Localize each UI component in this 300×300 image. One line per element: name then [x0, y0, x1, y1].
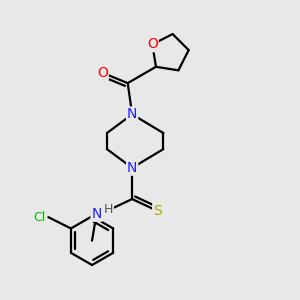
Text: Cl: Cl [33, 211, 45, 224]
Text: S: S [153, 204, 162, 218]
Text: N: N [127, 161, 137, 175]
Text: H: H [104, 203, 113, 216]
Text: O: O [147, 37, 158, 51]
Text: N: N [127, 107, 137, 121]
Text: N: N [91, 207, 102, 221]
Text: O: O [97, 66, 108, 80]
